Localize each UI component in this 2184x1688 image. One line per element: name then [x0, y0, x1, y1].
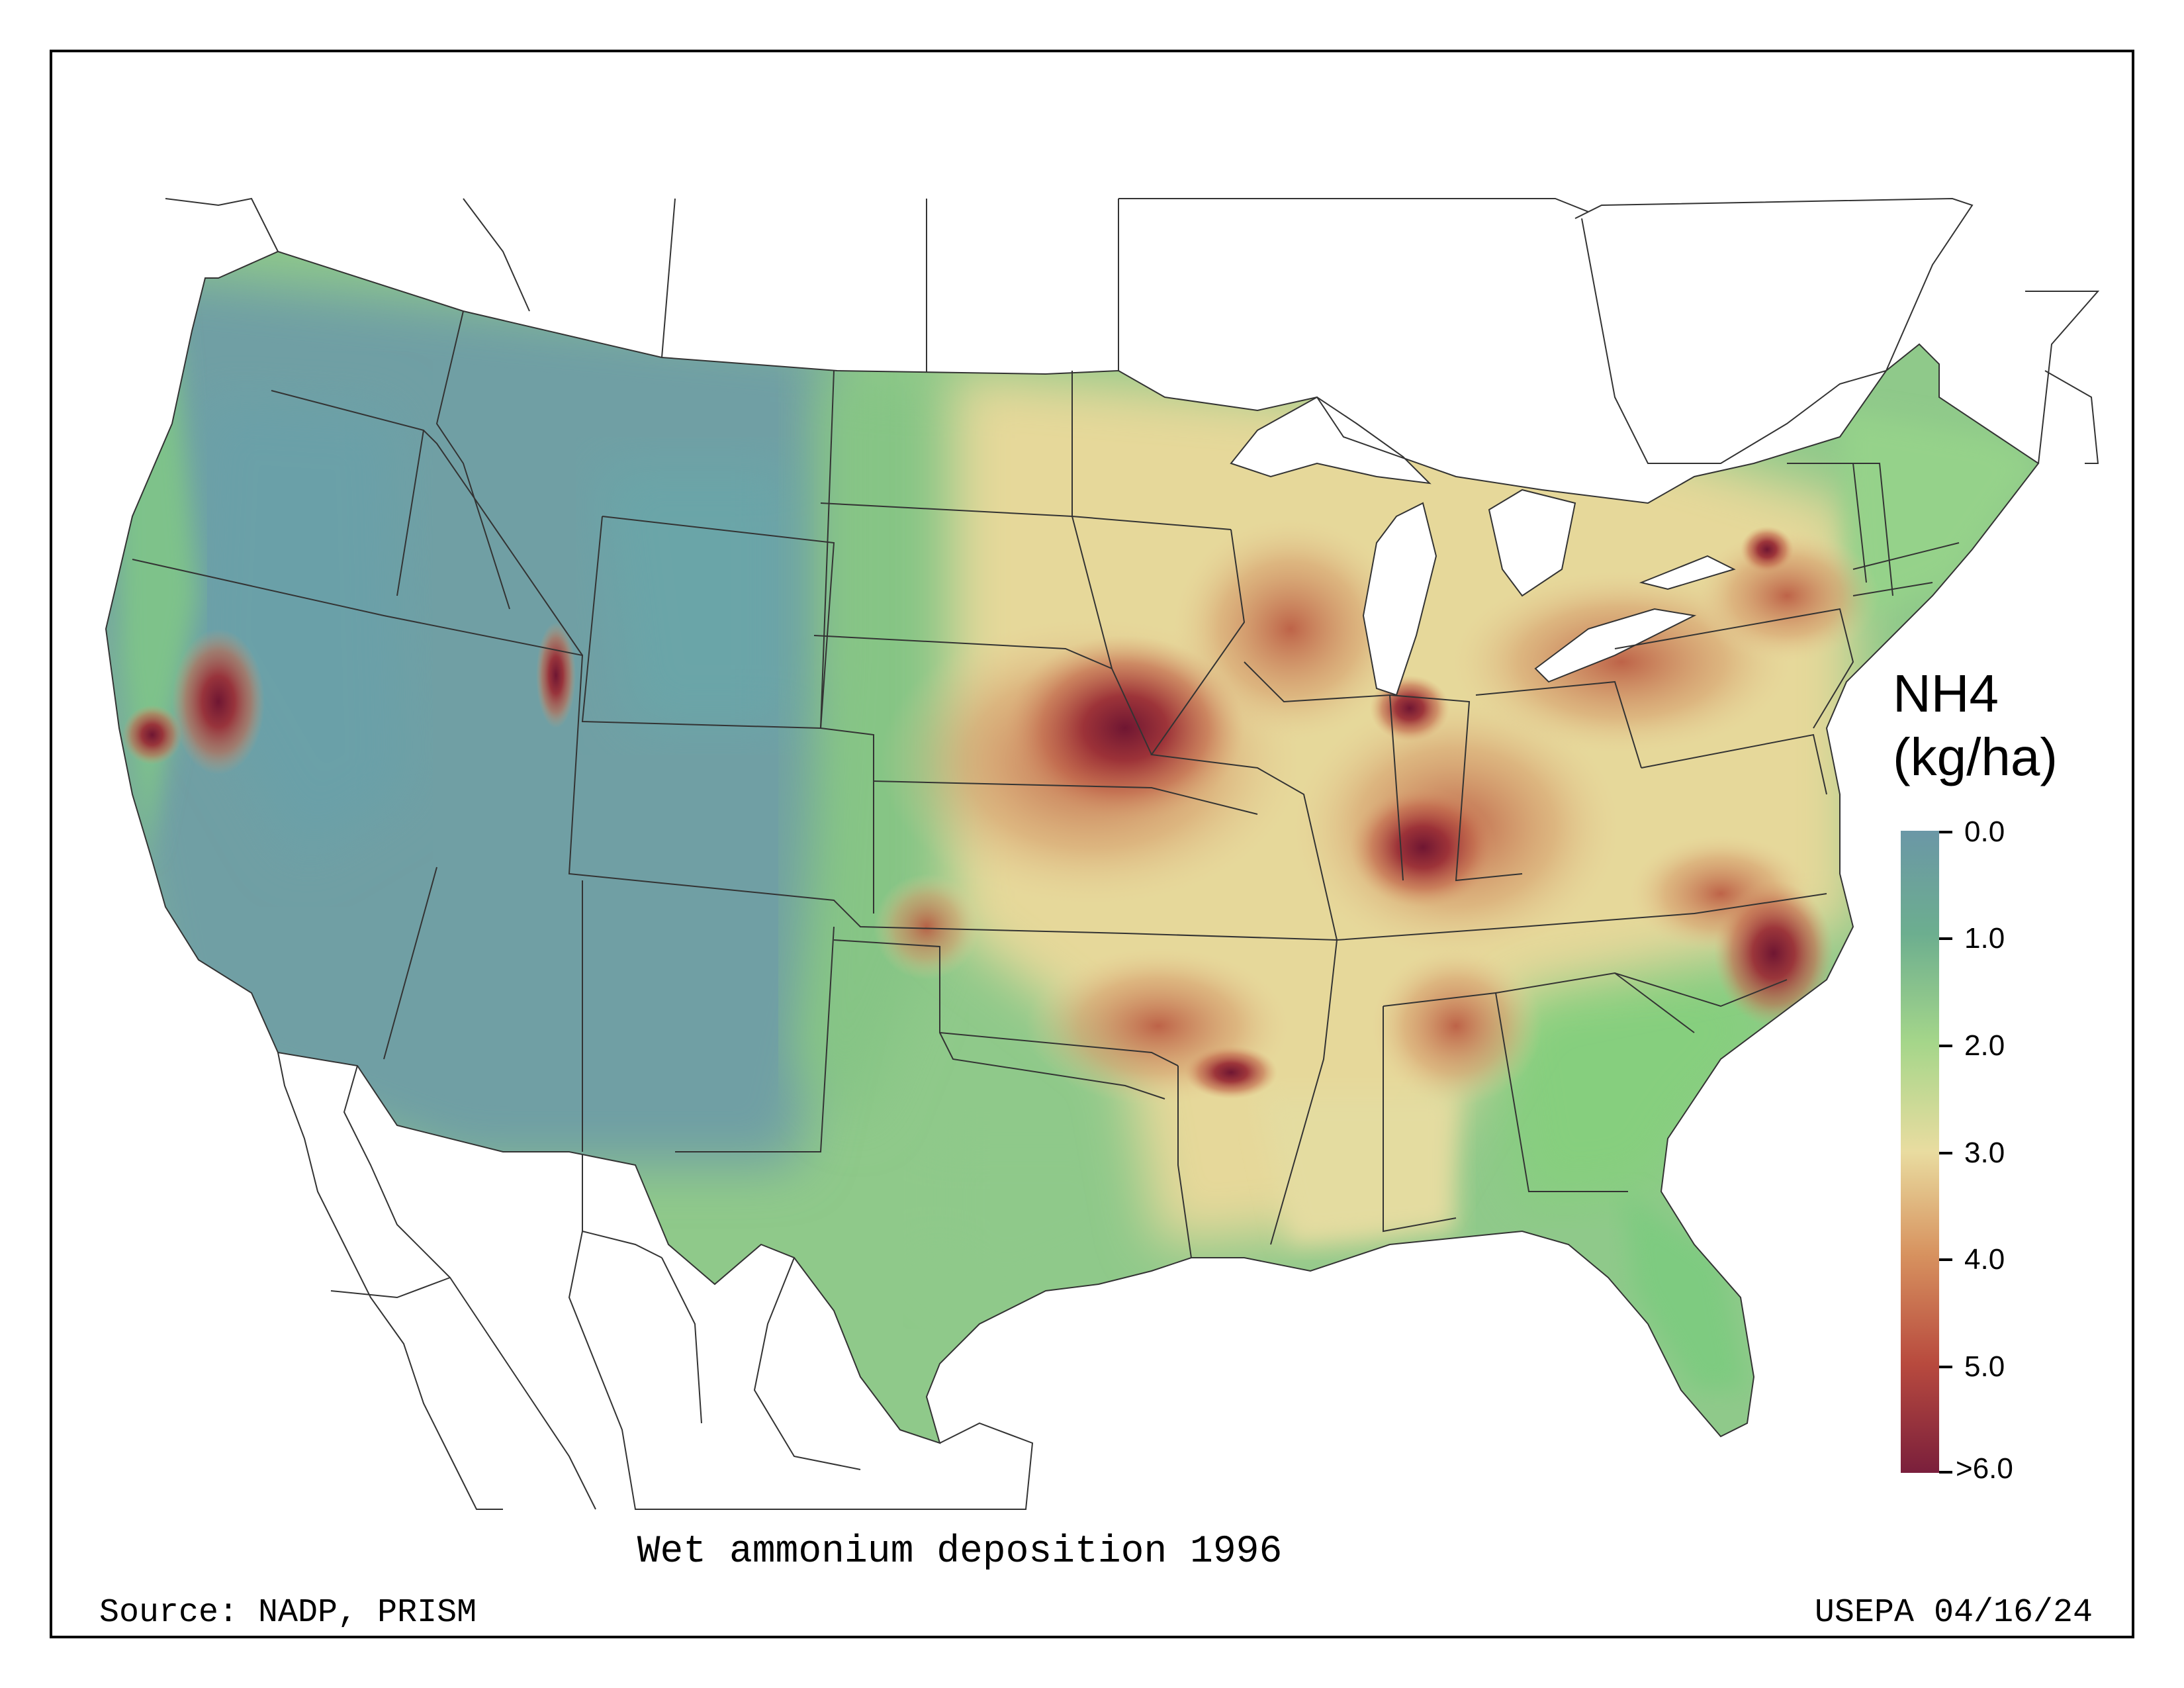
legend-tick	[1939, 1471, 1952, 1474]
us-outline	[105, 250, 2040, 1444]
legend-tick-label: 4.0	[1964, 1243, 2005, 1276]
legend-tick	[1939, 1045, 1952, 1047]
deposition-surface	[106, 252, 2038, 1443]
legend-title-line1: NH4	[1893, 664, 1999, 723]
legend-tick-label: 5.0	[1964, 1350, 2005, 1383]
legend-tick-label: 3.0	[1964, 1137, 2005, 1169]
great-lakes	[1230, 396, 1736, 696]
legend-tick	[1939, 831, 1952, 833]
legend-tick	[1939, 937, 1952, 940]
map-title: Wet ammonium deposition 1996	[637, 1530, 1283, 1573]
legend-tick-label: >6.0	[1956, 1452, 2013, 1485]
legend-tick	[1939, 1366, 1952, 1368]
legend-title: NH4 (kg/ha)	[1893, 662, 2058, 789]
legend-tick	[1939, 1152, 1952, 1154]
legend-tick-label: 0.0	[1964, 816, 2005, 848]
legend-tick-label: 1.0	[1964, 922, 2005, 955]
legend-color-bar	[1901, 831, 1939, 1473]
neighbor-outlines	[165, 197, 2100, 1510]
legend-title-line2: (kg/ha)	[1893, 727, 2058, 786]
map-frame	[50, 50, 2134, 1638]
credit-note: USEPA 04/16/24	[1814, 1594, 2093, 1632]
source-note: Source: NADP, PRISM	[99, 1594, 477, 1632]
legend-tick-label: 2.0	[1964, 1029, 2005, 1062]
legend-tick	[1939, 1258, 1952, 1261]
state-borders	[132, 310, 1960, 1258]
